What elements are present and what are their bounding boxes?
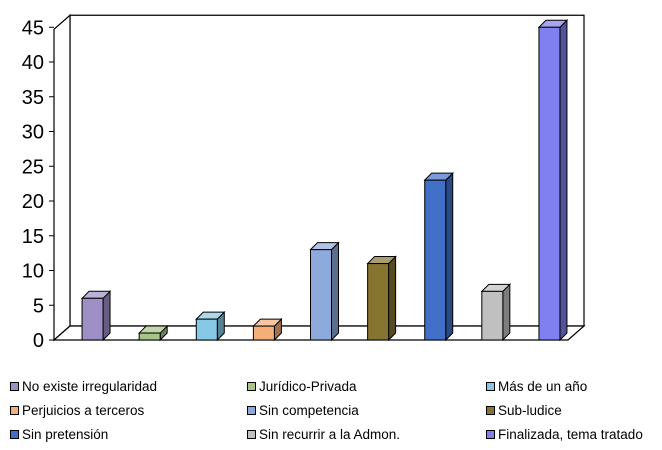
legend-label: Sin pretensión	[22, 426, 109, 442]
legend-label: No existe irregularidad	[22, 378, 158, 394]
legend-swatch	[10, 429, 19, 439]
legend-item: Sin recurrir a la Admon.	[247, 423, 400, 445]
y-tick-label: 5	[33, 295, 44, 317]
bar-7	[423, 171, 454, 342]
legend-label: Perjuicios a terceros	[22, 402, 145, 418]
legend-item: Sin competencia	[247, 399, 359, 421]
legend-label: Jurídico-Privada	[259, 378, 357, 394]
y-axis-ticks: 0 5 10 15 20 25 30 35 40 45	[22, 17, 54, 352]
legend-item: Perjuicios a terceros	[10, 399, 144, 421]
bar-front	[367, 263, 390, 341]
legend-item: Sin pretensión	[10, 423, 108, 445]
bar-front	[81, 297, 104, 341]
legend-swatch	[486, 405, 495, 415]
legend-label: Sub-ludice	[498, 402, 562, 418]
side-wall	[53, 13, 71, 342]
bar-front	[481, 290, 504, 341]
bar-front	[538, 26, 561, 341]
legend-swatch	[486, 381, 495, 391]
y-tick-label: 35	[22, 87, 44, 109]
legend-swatch	[10, 381, 19, 391]
legend-item: Finalizada, tema tratado	[486, 423, 643, 445]
bar-3	[195, 310, 226, 342]
legend-label: Sin recurrir a la Admon.	[259, 426, 401, 442]
legend-label: Sin competencia	[259, 402, 359, 418]
bar-front	[138, 332, 161, 341]
bar-9	[537, 19, 569, 342]
bar-front	[424, 179, 447, 341]
legend-swatch	[10, 405, 19, 415]
legend-item: No existe irregularidad	[10, 375, 157, 397]
bar-5	[309, 241, 340, 342]
bar-side	[331, 241, 339, 342]
legend-swatch	[486, 429, 495, 439]
legend-item: Jurídico-Privada	[247, 375, 357, 397]
y-tick-label: 45	[22, 17, 44, 39]
legend-label: Finalizada, tema tratado	[498, 426, 643, 442]
bar-chart: 0 5 10 15 20 25 30 35 40 45	[22, 13, 586, 352]
bar-front	[195, 318, 218, 341]
y-tick-label: 25	[22, 156, 44, 178]
bar-side	[502, 283, 511, 342]
bar-8	[480, 283, 512, 342]
y-tick-label: 30	[22, 122, 44, 144]
legend-swatch	[247, 381, 256, 391]
legend-item: Más de un año	[486, 375, 587, 397]
y-tick-label: 40	[22, 52, 44, 74]
legend-swatch	[247, 405, 256, 415]
bar-1	[80, 290, 112, 342]
legend-item: Sub-ludice	[486, 399, 562, 421]
y-tick-label: 15	[22, 226, 44, 248]
bar-side	[559, 19, 568, 342]
bar-series	[80, 19, 569, 342]
y-tick-label: 0	[33, 330, 44, 352]
bar-side	[388, 255, 397, 342]
bar-side	[102, 290, 111, 342]
legend-label: Más de un año	[498, 378, 588, 394]
bar-side	[445, 171, 454, 342]
legend-swatch	[247, 429, 256, 439]
bar-2	[137, 324, 169, 342]
bar-6	[366, 255, 397, 342]
bar-front	[310, 249, 332, 341]
y-tick-label: 20	[22, 191, 44, 213]
y-tick-label: 10	[22, 261, 44, 283]
bar-4	[252, 317, 283, 342]
bar-front	[252, 325, 275, 341]
chart-legend: No existe irregularidad Jurídico-Privada M…	[0, 372, 662, 450]
